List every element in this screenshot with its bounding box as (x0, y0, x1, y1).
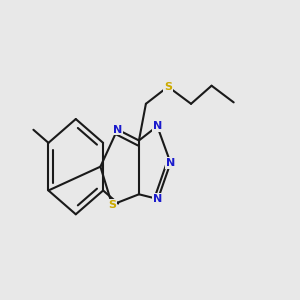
Text: N: N (153, 194, 163, 204)
Text: N: N (113, 124, 122, 134)
Text: N: N (153, 121, 162, 131)
Text: N: N (166, 158, 175, 168)
Text: S: S (164, 82, 172, 92)
Text: S: S (108, 200, 116, 210)
